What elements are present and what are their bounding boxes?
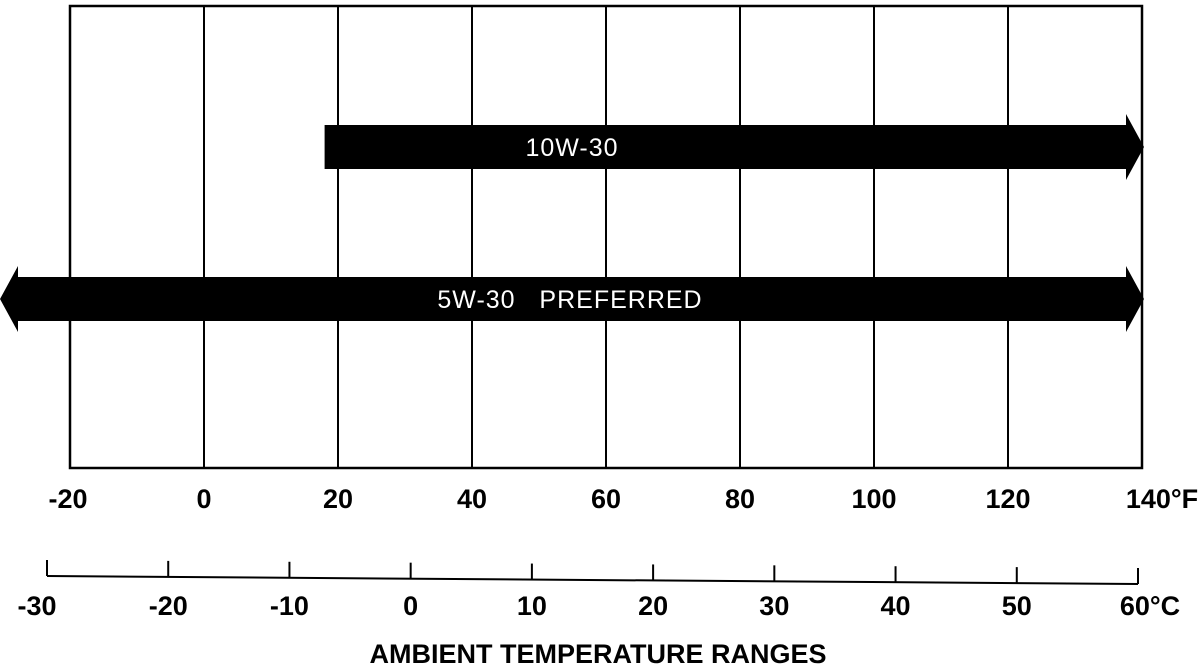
fahrenheit-tick-label: 140°F [1126, 484, 1198, 514]
fahrenheit-tick-label: -20 [48, 484, 87, 514]
bar-label: 10W-30 [525, 134, 618, 162]
fahrenheit-tick-label: 60 [591, 484, 621, 514]
celsius-tick-label: 40 [881, 591, 911, 621]
celsius-axis-line [46, 575, 1139, 585]
fahrenheit-tick-label: 0 [196, 484, 211, 514]
bar-label: 5W-30 PREFERRED [437, 286, 702, 314]
celsius-tick-label: -30 [17, 591, 56, 621]
celsius-tick-label: 30 [759, 591, 789, 621]
fahrenheit-tick-labels: -20 0 20 40 60 80 100 120 140°F [48, 484, 1198, 514]
fahrenheit-tick-label: 80 [725, 484, 755, 514]
viscosity-bar [324, 114, 1145, 180]
celsius-tick-label: 60°C [1120, 591, 1180, 621]
celsius-tick-label: -20 [149, 591, 188, 621]
viscosity-bars: 10W-30 5W-30 PREFERRED [0, 114, 1145, 332]
celsius-tick-label: 20 [638, 591, 668, 621]
celsius-tick-label: 10 [517, 591, 547, 621]
fahrenheit-grid [68, 4, 1144, 470]
fahrenheit-tick-label: 20 [323, 484, 353, 514]
fahrenheit-tick-label: 40 [457, 484, 487, 514]
x-axis-title: AMBIENT TEMPERATURE RANGES [369, 639, 826, 669]
celsius-tick-label: -10 [270, 591, 309, 621]
fahrenheit-tick-label: 100 [851, 484, 896, 514]
fahrenheit-tick-label: 120 [985, 484, 1030, 514]
celsius-axis: -30 -20 -10 0 10 20 30 40 50 60°C [17, 560, 1180, 621]
viscosity-bar [0, 266, 1144, 332]
celsius-tick-label: 50 [1002, 591, 1032, 621]
celsius-tick-label: 0 [403, 591, 418, 621]
